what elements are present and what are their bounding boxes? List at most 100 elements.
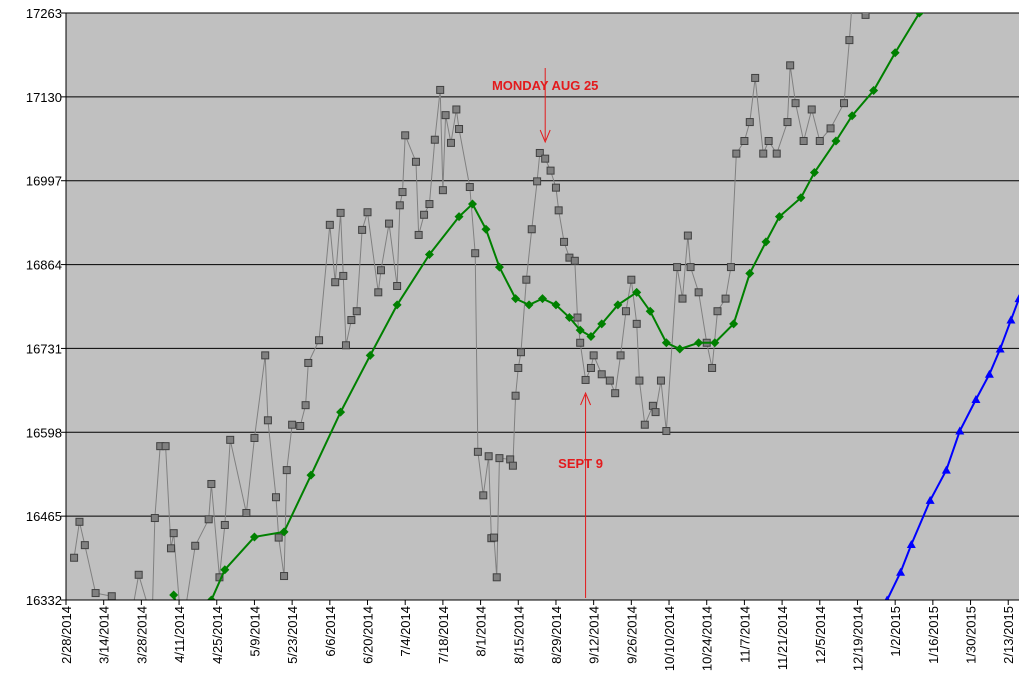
x-tick-label: 2/28/2014: [59, 606, 74, 664]
point: [514, 363, 523, 372]
point: [207, 479, 216, 488]
point: [597, 370, 606, 379]
point: [575, 325, 585, 335]
point: [573, 313, 582, 322]
point: [586, 331, 596, 341]
series-line: [886, 298, 1019, 600]
point: [632, 319, 641, 328]
point: [955, 426, 965, 435]
x-tick-label: 4/25/2014: [210, 606, 225, 664]
point: [995, 344, 1005, 353]
point: [914, 13, 924, 18]
point: [392, 300, 402, 310]
point: [420, 210, 429, 219]
y-tick-label: 17130: [26, 90, 62, 105]
point: [840, 99, 849, 108]
point: [662, 427, 671, 436]
point: [861, 13, 870, 19]
point: [169, 590, 179, 600]
point: [374, 288, 383, 297]
point: [271, 493, 280, 502]
point: [533, 177, 542, 186]
point: [708, 363, 717, 372]
point: [438, 186, 447, 195]
point: [745, 268, 755, 278]
point: [376, 266, 385, 275]
point: [331, 278, 340, 287]
point: [481, 224, 491, 234]
x-tick-label: 1/16/2015: [926, 606, 941, 664]
point: [424, 249, 434, 259]
point: [468, 199, 478, 209]
point: [492, 573, 501, 582]
point: [490, 533, 499, 542]
point: [134, 570, 143, 579]
x-tick-label: 1/2/2015: [888, 606, 903, 657]
point: [452, 105, 461, 114]
annotation: SEPT 9: [558, 456, 603, 471]
x-tick-label: 8/15/2014: [511, 606, 526, 664]
point: [495, 454, 504, 463]
point: [341, 341, 350, 350]
point: [847, 111, 857, 121]
x-tick-label: 7/4/2014: [398, 606, 413, 657]
point: [645, 306, 655, 316]
point: [250, 433, 259, 442]
point: [774, 212, 784, 222]
point: [694, 288, 703, 297]
point: [191, 541, 200, 550]
point: [791, 99, 800, 108]
point: [984, 369, 994, 378]
point: [446, 138, 455, 147]
plot-area: [66, 13, 1019, 600]
point: [576, 338, 585, 347]
point: [393, 282, 402, 291]
point: [263, 416, 272, 425]
point: [274, 533, 283, 542]
x-tick-label: 3/14/2014: [97, 606, 112, 664]
x-tick-label: 1/30/2015: [964, 606, 979, 664]
point: [430, 135, 439, 144]
point: [721, 294, 730, 303]
x-tick-label: 12/19/2014: [850, 606, 865, 671]
point: [352, 307, 361, 316]
point: [107, 592, 116, 600]
point: [740, 136, 749, 145]
point: [597, 319, 607, 329]
x-tick-label: 9/12/2014: [587, 606, 602, 664]
point: [621, 307, 630, 316]
point: [799, 136, 808, 145]
point: [884, 595, 890, 600]
point: [296, 421, 305, 430]
point: [535, 148, 544, 157]
point: [425, 200, 434, 209]
point: [226, 435, 235, 444]
point: [494, 262, 504, 272]
x-tick-label: 12/5/2014: [813, 606, 828, 664]
point: [710, 338, 720, 348]
y-tick-label: 17263: [26, 6, 62, 21]
y-tick-label: 16598: [26, 425, 62, 440]
y-tick-label: 16332: [26, 593, 62, 608]
point: [627, 275, 636, 284]
point: [161, 442, 170, 451]
point: [815, 136, 824, 145]
point: [70, 553, 79, 562]
y-tick-label: 16997: [26, 174, 62, 189]
point: [732, 149, 741, 158]
point: [796, 193, 806, 203]
point: [772, 149, 781, 158]
point: [220, 520, 229, 529]
point: [651, 408, 660, 417]
x-tick-label: 9/26/2014: [624, 606, 639, 664]
point: [149, 617, 156, 624]
point: [551, 300, 561, 310]
point: [516, 348, 525, 357]
point: [365, 350, 375, 360]
point: [809, 168, 819, 178]
point: [282, 466, 291, 475]
point: [729, 319, 739, 329]
x-tick-label: 5/23/2014: [285, 606, 300, 664]
point: [1006, 315, 1016, 324]
point: [616, 351, 625, 360]
